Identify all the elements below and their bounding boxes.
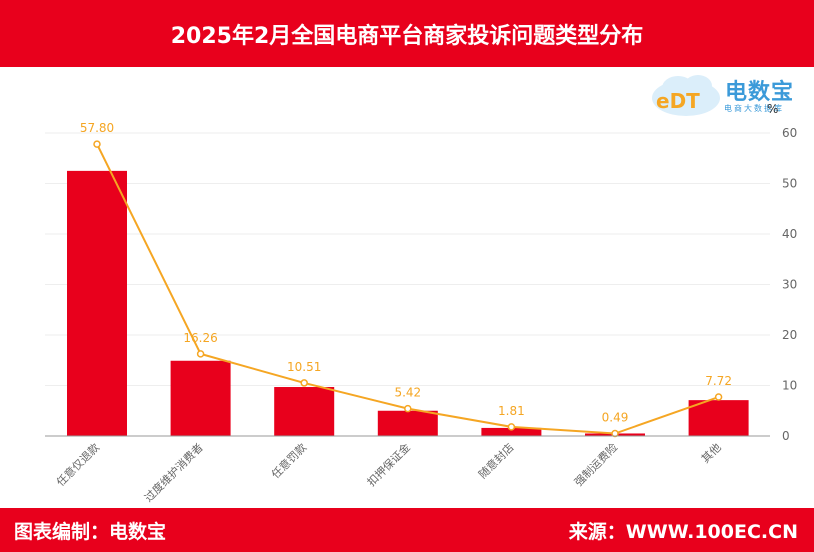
line-point [93, 140, 101, 148]
data-label: 7.72 [705, 374, 732, 388]
line-point [714, 393, 723, 401]
y-tick-label: 30 [782, 278, 797, 292]
x-tick-label: 过度维护消费者 [141, 440, 205, 504]
data-label: 1.81 [498, 404, 525, 418]
y-tick-label: 60 [782, 126, 797, 140]
chart-area: 57.80 16.26 10.51 5.42 1.81 0.49 7.72 0 10 20 30 4… [45, 102, 797, 505]
bar [377, 410, 438, 436]
y-tick-label: 10 [782, 379, 797, 393]
line-point [300, 379, 308, 387]
line-point [611, 429, 619, 438]
data-labels: 57.80 16.26 10.51 5.42 1.81 0.49 7.72 [80, 121, 732, 424]
data-label: 5.42 [394, 386, 421, 400]
y-tick-label: 20 [782, 328, 797, 342]
data-label: 10.51 [287, 360, 321, 374]
y-axis: 0 10 20 30 40 50 60% [767, 102, 797, 443]
logo-subtitle: 电商大数据库 [724, 104, 784, 113]
x-tick-label: 强制运费险 [571, 440, 620, 489]
line-point [196, 350, 205, 358]
y-tick-label: 0 [782, 429, 790, 443]
bar [688, 400, 749, 436]
logo-cloud-icon: eDT [652, 75, 720, 116]
x-tick-label: 任意仅退款 [53, 440, 102, 489]
x-axis: 任意仅退款 过度维护消费者 任意罚款 扣押保证金 随意封店 强制运费险 其他 [45, 435, 770, 505]
data-label: 16.26 [183, 331, 217, 345]
line-series [93, 140, 723, 438]
chart-title: 2025年2月全国电商平台商家投诉问题类型分布 [0, 0, 814, 67]
line-point [507, 423, 516, 431]
footer-source: 来源：WWW.100EC.CN [568, 521, 798, 543]
bar-series [67, 170, 749, 436]
bar [481, 427, 542, 436]
logo-text: 电数宝 [725, 80, 795, 105]
data-label: 57.80 [80, 121, 114, 135]
x-tick-label: 随意封店 [476, 440, 517, 481]
y-tick-label: 40 [782, 227, 797, 241]
footer-bar: 图表编制：电数宝 来源：WWW.100EC.CN [0, 508, 814, 552]
bar [67, 170, 127, 436]
bar [170, 360, 231, 436]
y-axis-unit: % [767, 102, 778, 116]
x-tick-label: 扣押保证金 [364, 440, 413, 489]
footer-credit: 图表编制：电数宝 [14, 521, 167, 543]
x-tick-label: 其他 [699, 441, 724, 466]
x-tick-label: 任意罚款 [268, 440, 309, 481]
bar [274, 387, 335, 436]
y-tick-label: 50 [782, 177, 797, 191]
data-label: 0.49 [602, 411, 629, 425]
line-point [404, 404, 412, 413]
logo-cloud-text: eDT [656, 89, 700, 113]
